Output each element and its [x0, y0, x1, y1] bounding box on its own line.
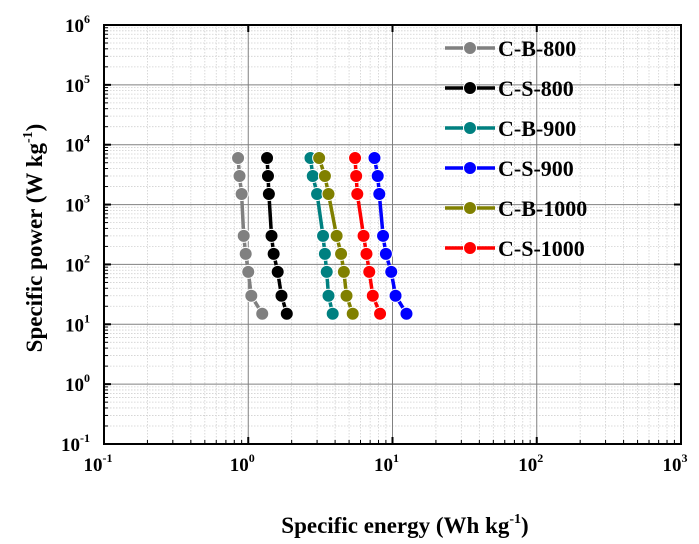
data-point [336, 264, 351, 279]
series-C-B-800 [231, 150, 270, 321]
data-point [255, 306, 270, 321]
legend-marker [463, 121, 477, 135]
data-point [373, 306, 388, 321]
legend-label: C-B-1000 [498, 196, 587, 221]
data-point [260, 169, 275, 184]
data-point [348, 150, 363, 165]
data-point [372, 187, 387, 202]
data-point [234, 187, 249, 202]
y-tick-label: 102 [65, 251, 90, 276]
data-point [244, 288, 259, 303]
series-C-S-1000 [348, 150, 388, 321]
x-tick-label: 103 [663, 451, 688, 476]
data-point [274, 288, 289, 303]
axis-ticks [103, 24, 682, 445]
legend-label: C-B-800 [498, 36, 576, 61]
data-point [349, 169, 364, 184]
data-point [334, 246, 349, 261]
data-point [356, 228, 371, 243]
data-point [359, 246, 374, 261]
data-point [350, 187, 365, 202]
legend-label: C-S-900 [498, 156, 574, 181]
data-point [362, 264, 377, 279]
legend-item: C-S-800 [445, 76, 574, 101]
data-point [388, 288, 403, 303]
x-tick-label: 101 [374, 451, 399, 476]
series-C-B-900 [303, 150, 340, 321]
data-point [231, 150, 246, 165]
legend-marker [463, 161, 477, 175]
tick-labels: 10-1 100 101 102 103 10-1 100 101 102 103 104 105 10… [61, 12, 688, 476]
data-point [270, 264, 285, 279]
legend: C-B-800 C-S-800 C-B-900 C-S-900 C-B-1000 C-S-… [445, 36, 587, 261]
legend-marker [463, 201, 477, 215]
legend-label: C-B-900 [498, 116, 576, 141]
data-point [317, 169, 332, 184]
data-point [319, 264, 334, 279]
data-point [266, 246, 281, 261]
y-tick-label: 106 [65, 12, 90, 37]
y-tick-label: 105 [65, 72, 90, 97]
legend-marker [463, 81, 477, 95]
series-C-S-800 [260, 150, 294, 321]
data-point [238, 246, 253, 261]
legend-marker [463, 241, 477, 255]
legend-label: C-S-1000 [498, 236, 585, 261]
data-point [321, 187, 336, 202]
series-C-S-900 [367, 150, 414, 321]
data-point [365, 288, 380, 303]
x-tick-label: 102 [518, 451, 543, 476]
data-point [305, 169, 320, 184]
y-tick-label: 100 [65, 371, 90, 396]
series-C-B-1000 [312, 150, 360, 321]
data-point [316, 228, 331, 243]
data-point [279, 306, 294, 321]
series-layer [231, 150, 414, 321]
legend-marker [463, 41, 477, 55]
data-point [236, 228, 251, 243]
x-tick-label: 100 [230, 451, 255, 476]
data-point [384, 264, 399, 279]
data-point [345, 306, 360, 321]
data-point [260, 150, 275, 165]
data-point [317, 246, 332, 261]
legend-item: C-B-900 [445, 116, 576, 141]
data-point [367, 150, 382, 165]
y-tick-label: 103 [65, 192, 90, 217]
data-point [325, 306, 340, 321]
data-point [378, 246, 393, 261]
legend-label: C-S-800 [498, 76, 574, 101]
data-point [261, 187, 276, 202]
data-point [312, 150, 327, 165]
legend-item: C-B-800 [445, 36, 576, 61]
data-point [376, 228, 391, 243]
y-tick-label: 10-1 [61, 431, 90, 456]
x-axis-title: Specific energy (Wh kg-1) [281, 512, 528, 538]
data-point [339, 288, 354, 303]
data-point [241, 264, 256, 279]
y-tick-label: 101 [65, 311, 90, 336]
data-point [370, 169, 385, 184]
data-point [329, 228, 344, 243]
data-point [232, 169, 247, 184]
legend-item: C-B-1000 [445, 196, 587, 221]
data-point [399, 306, 414, 321]
x-tick-label: 10-1 [84, 451, 113, 476]
legend-item: C-S-900 [445, 156, 574, 181]
data-point [321, 288, 336, 303]
data-point [264, 228, 279, 243]
y-axis-title: Specific power (W kg-1) [21, 124, 47, 353]
y-tick-label: 104 [65, 132, 90, 157]
legend-item: C-S-1000 [445, 236, 585, 261]
